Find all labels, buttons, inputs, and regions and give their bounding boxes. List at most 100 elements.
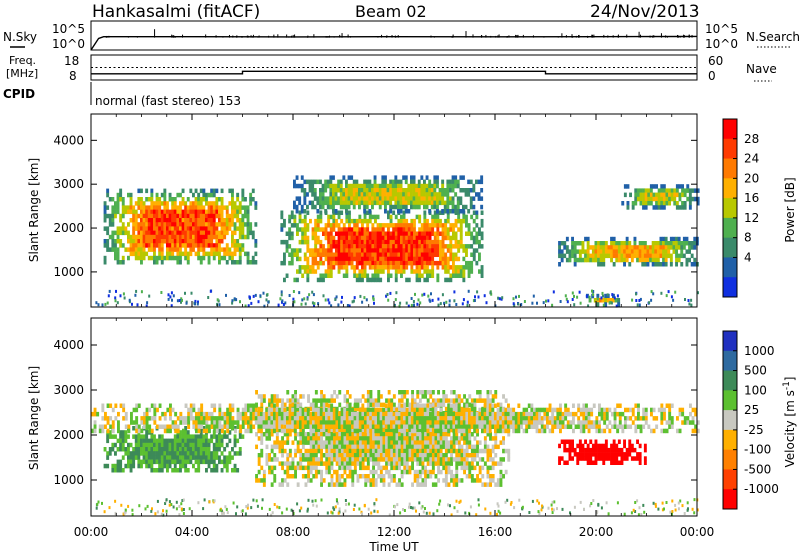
data-cell	[319, 188, 322, 193]
data-cell	[179, 218, 182, 223]
data-cell	[233, 201, 237, 206]
data-cell	[423, 244, 427, 249]
data-cell	[449, 227, 453, 232]
data-cell	[397, 252, 401, 257]
data-cell	[450, 390, 453, 395]
data-cell	[131, 302, 133, 306]
data-cell	[382, 444, 386, 450]
data-cell	[132, 222, 136, 227]
data-cell	[400, 432, 404, 437]
data-cell	[225, 442, 229, 448]
data-cell	[137, 188, 141, 194]
data-cell	[405, 469, 409, 475]
data-cell	[376, 273, 380, 278]
data-cell	[132, 209, 136, 215]
data-cell	[374, 269, 377, 274]
data-cell	[160, 247, 164, 252]
data-cell	[327, 469, 331, 475]
data-cell	[688, 241, 691, 246]
data-cell	[286, 436, 290, 441]
data-cell	[398, 427, 401, 433]
data-cell	[316, 196, 320, 201]
data-cell	[158, 247, 162, 252]
data-cell	[353, 436, 357, 441]
data-cell	[311, 188, 315, 193]
data-cell	[397, 196, 400, 201]
data-cell	[376, 235, 380, 241]
data-cell	[168, 218, 172, 223]
data-cell	[472, 248, 476, 253]
data-cell	[246, 205, 250, 210]
data-cell	[155, 201, 159, 206]
data-cell	[246, 222, 250, 227]
data-cell	[423, 256, 427, 262]
data-cell	[635, 299, 638, 302]
data-cell	[363, 188, 367, 193]
data-cell	[420, 239, 424, 245]
data-cell	[578, 249, 582, 254]
data-cell	[356, 474, 360, 479]
data-cell	[468, 402, 472, 408]
data-cell	[324, 209, 328, 214]
data-cell	[407, 252, 411, 257]
data-cell	[181, 442, 185, 448]
data-cell	[410, 244, 414, 249]
data-cell	[616, 294, 619, 298]
data-cell	[127, 428, 131, 434]
data-cell	[265, 436, 269, 441]
data-cell	[199, 230, 203, 236]
data-cell	[101, 424, 105, 429]
data-cell	[610, 249, 613, 254]
data-cell	[410, 252, 414, 257]
data-cell	[140, 209, 143, 215]
data-cell	[429, 436, 433, 441]
data-cell	[147, 459, 151, 465]
data-cell	[443, 200, 447, 206]
data-cell	[455, 398, 459, 403]
data-cell	[452, 474, 456, 479]
data-cell	[628, 249, 632, 254]
data-cell	[179, 430, 182, 435]
data-cell	[418, 252, 422, 257]
data-cell	[218, 230, 221, 236]
data-cell	[325, 432, 329, 437]
data-cell	[163, 411, 167, 417]
data-cell	[361, 427, 365, 433]
data-cell	[103, 213, 107, 219]
data-cell	[651, 253, 655, 259]
data-cell	[351, 482, 355, 487]
data-cell	[392, 235, 396, 241]
data-cell	[359, 427, 362, 433]
data-cell	[313, 204, 317, 210]
data-cell	[327, 214, 331, 220]
data-cell	[400, 269, 403, 274]
data-cell	[418, 227, 422, 232]
data-cell	[93, 424, 97, 429]
data-cell	[185, 301, 188, 305]
data-cell	[145, 455, 149, 460]
data-cell	[615, 253, 619, 259]
data-cell	[228, 188, 232, 194]
data-cell	[424, 453, 427, 458]
data-cell	[384, 179, 387, 185]
data-cell	[296, 223, 299, 228]
data-cell	[424, 394, 427, 399]
data-cell	[228, 251, 232, 257]
data-cell	[384, 175, 387, 180]
data-cell	[381, 265, 385, 270]
data-cell	[171, 222, 175, 227]
data-cell	[400, 482, 404, 487]
data-cell	[220, 247, 224, 252]
data-cell	[384, 209, 387, 214]
data-cell	[319, 248, 323, 253]
data-cell	[364, 398, 368, 403]
data-cell	[675, 192, 679, 198]
data-cell	[301, 440, 305, 445]
data-cell	[339, 196, 343, 201]
data-cell	[129, 463, 133, 469]
data-cell	[379, 231, 383, 236]
data-cell	[119, 463, 123, 469]
data-cell	[249, 197, 253, 202]
data-cell	[400, 235, 403, 241]
data-cell	[394, 269, 398, 274]
